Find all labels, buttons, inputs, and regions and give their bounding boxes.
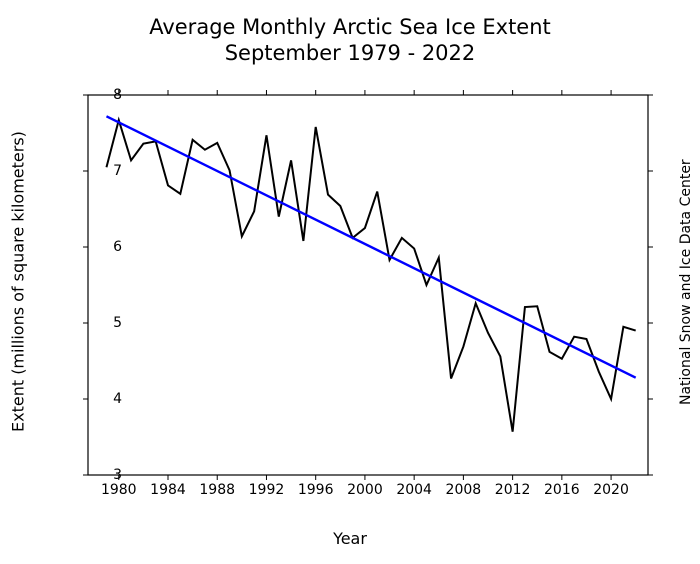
y-tick-label: 7 — [82, 163, 122, 179]
x-tick-label: 1984 — [150, 482, 186, 498]
data-series — [106, 120, 635, 432]
sea-ice-chart: Average Monthly Arctic Sea Ice Extent Se… — [0, 0, 700, 564]
trend-line — [106, 116, 635, 377]
x-tick-label: 1996 — [298, 482, 334, 498]
plot-svg — [88, 95, 648, 475]
x-tick-label: 2004 — [396, 482, 432, 498]
source-label: National Snow and Ice Data Center — [676, 0, 696, 564]
x-tick-label: 1988 — [199, 482, 235, 498]
y-tick-label: 3 — [82, 467, 122, 483]
y-tick-label: 5 — [82, 315, 122, 331]
x-tick-label: 1992 — [249, 482, 285, 498]
x-tick-label: 2016 — [544, 482, 580, 498]
x-tick-label: 2012 — [495, 482, 531, 498]
chart-title: Average Monthly Arctic Sea Ice Extent Se… — [0, 14, 700, 67]
x-tick-label: 1980 — [101, 482, 137, 498]
plot-area — [88, 95, 648, 475]
y-tick-label: 6 — [82, 239, 122, 255]
x-axis-label: Year — [0, 529, 700, 548]
x-tick-label: 2020 — [593, 482, 629, 498]
y-axis-label: Extent (millions of square kilometers) — [8, 0, 28, 564]
x-tick-label: 2000 — [347, 482, 383, 498]
y-tick-label: 4 — [82, 391, 122, 407]
y-tick-label: 8 — [82, 87, 122, 103]
x-tick-label: 2008 — [446, 482, 482, 498]
title-line-1: Average Monthly Arctic Sea Ice Extent — [0, 14, 700, 40]
title-line-2: September 1979 - 2022 — [0, 40, 700, 66]
